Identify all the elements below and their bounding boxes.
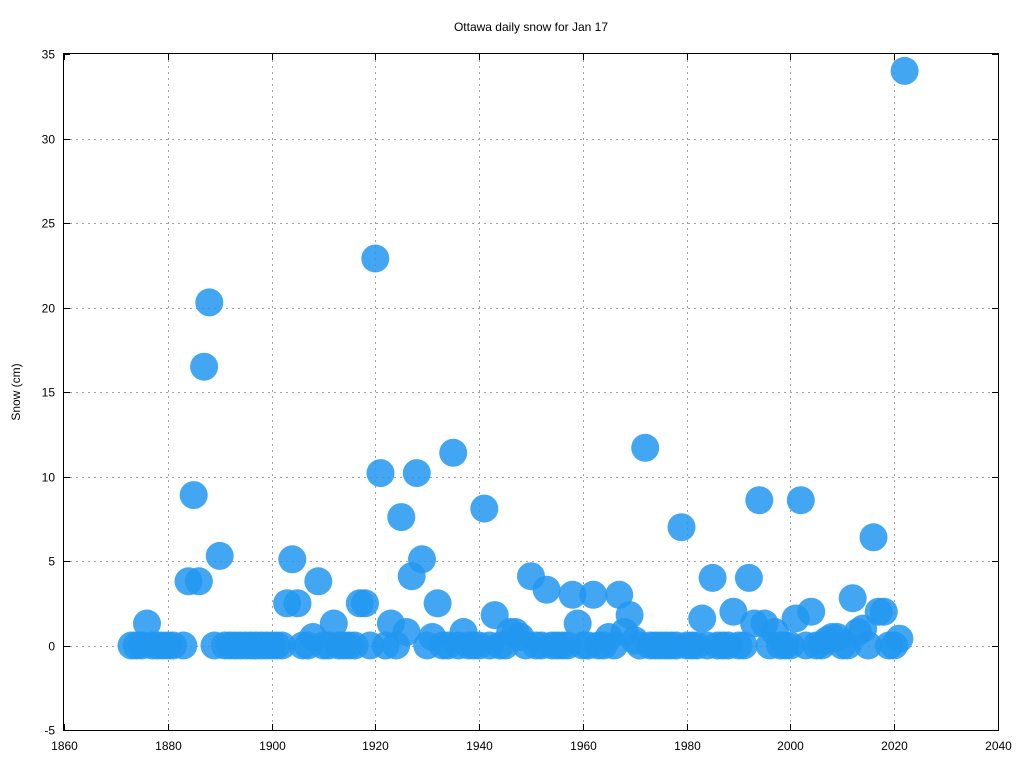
data-point — [190, 352, 219, 381]
data-point — [729, 631, 758, 660]
x-tick-label: 1900 — [259, 739, 286, 753]
y-tick-label: 30 — [42, 133, 56, 147]
y-tick-label: 20 — [42, 302, 56, 316]
x-tick-label: 1880 — [155, 739, 182, 753]
data-point — [205, 541, 234, 570]
chart-title: Ottawa daily snow for Jan 17 — [454, 20, 608, 34]
data-point — [319, 609, 348, 638]
data-point — [563, 609, 592, 638]
data-point — [890, 56, 919, 85]
data-point — [470, 494, 499, 523]
data-point — [786, 486, 815, 515]
data-point — [558, 580, 587, 609]
data-point — [304, 567, 333, 596]
data-point — [667, 513, 696, 542]
x-tick-label: 1980 — [674, 739, 701, 753]
data-point — [278, 545, 307, 574]
x-tick-label: 1860 — [51, 739, 78, 753]
data-point — [351, 589, 379, 618]
plot-frame — [63, 53, 999, 731]
data-point — [169, 631, 198, 660]
data-point — [387, 503, 416, 532]
data-point — [267, 631, 296, 660]
data-point — [179, 481, 208, 510]
data-point — [869, 597, 898, 626]
data-point — [885, 624, 914, 653]
y-tick-label: 10 — [42, 471, 56, 485]
data-point — [615, 601, 644, 630]
data-point — [283, 589, 312, 618]
data-point — [408, 545, 436, 574]
axis-ticks: 1860 1880 1900 1920 1940 1960 1980 2000 2020 2040… — [42, 48, 1013, 754]
y-axis-label: Snow (cm) — [9, 363, 23, 420]
x-tick-label: 1920 — [362, 739, 389, 753]
data-point — [698, 563, 727, 592]
x-tick-label: 2020 — [881, 739, 908, 753]
grid-lines — [64, 54, 998, 730]
data-point — [366, 459, 395, 488]
x-tick-label: 1940 — [466, 739, 493, 753]
data-point — [631, 433, 660, 462]
data-point — [719, 597, 748, 626]
data-point — [361, 244, 390, 273]
x-tick-label: 2040 — [985, 739, 1012, 753]
data-point — [859, 523, 888, 552]
y-tick-label: 15 — [42, 386, 56, 400]
data-point — [402, 459, 431, 488]
y-tick-label: 0 — [48, 640, 55, 654]
data-point — [184, 567, 213, 596]
data-point — [532, 575, 561, 604]
y-tick-label: 5 — [48, 555, 55, 569]
y-tick-label: 35 — [42, 48, 56, 62]
data-point — [439, 438, 468, 467]
y-tick-label: 25 — [42, 217, 56, 231]
data-point — [579, 580, 608, 609]
data-point — [797, 597, 826, 626]
data-point — [734, 563, 763, 592]
data-point — [745, 486, 774, 515]
data-points — [117, 56, 919, 660]
data-point — [195, 288, 224, 317]
data-point — [838, 584, 867, 613]
data-point — [423, 589, 452, 618]
y-tick-label: -5 — [44, 724, 55, 738]
data-point — [854, 631, 883, 660]
x-tick-label: 1960 — [570, 739, 597, 753]
data-point — [392, 618, 421, 646]
x-tick-label: 2000 — [777, 739, 804, 753]
data-point — [133, 609, 161, 638]
data-point — [688, 604, 717, 633]
